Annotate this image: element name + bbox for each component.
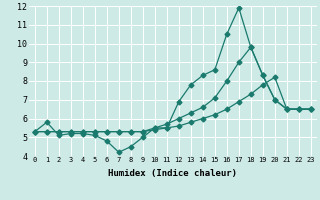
X-axis label: Humidex (Indice chaleur): Humidex (Indice chaleur) [108, 169, 237, 178]
